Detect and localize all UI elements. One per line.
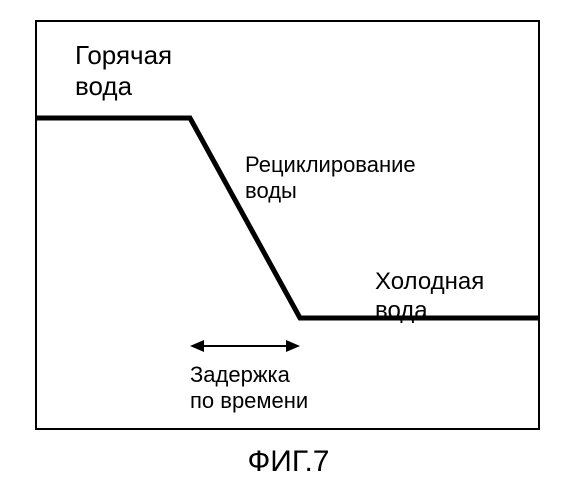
label-cold-water: Холодная вода	[375, 268, 484, 326]
label-hot-water: Горячая вода	[75, 40, 172, 102]
label-time-delay: Задержка по времени	[190, 362, 308, 415]
figure-caption: ФИГ.7	[0, 445, 577, 479]
arrow-right-head	[286, 340, 300, 352]
arrow-left-head	[190, 340, 204, 352]
label-recycling: Рециклирование воды	[245, 152, 416, 205]
